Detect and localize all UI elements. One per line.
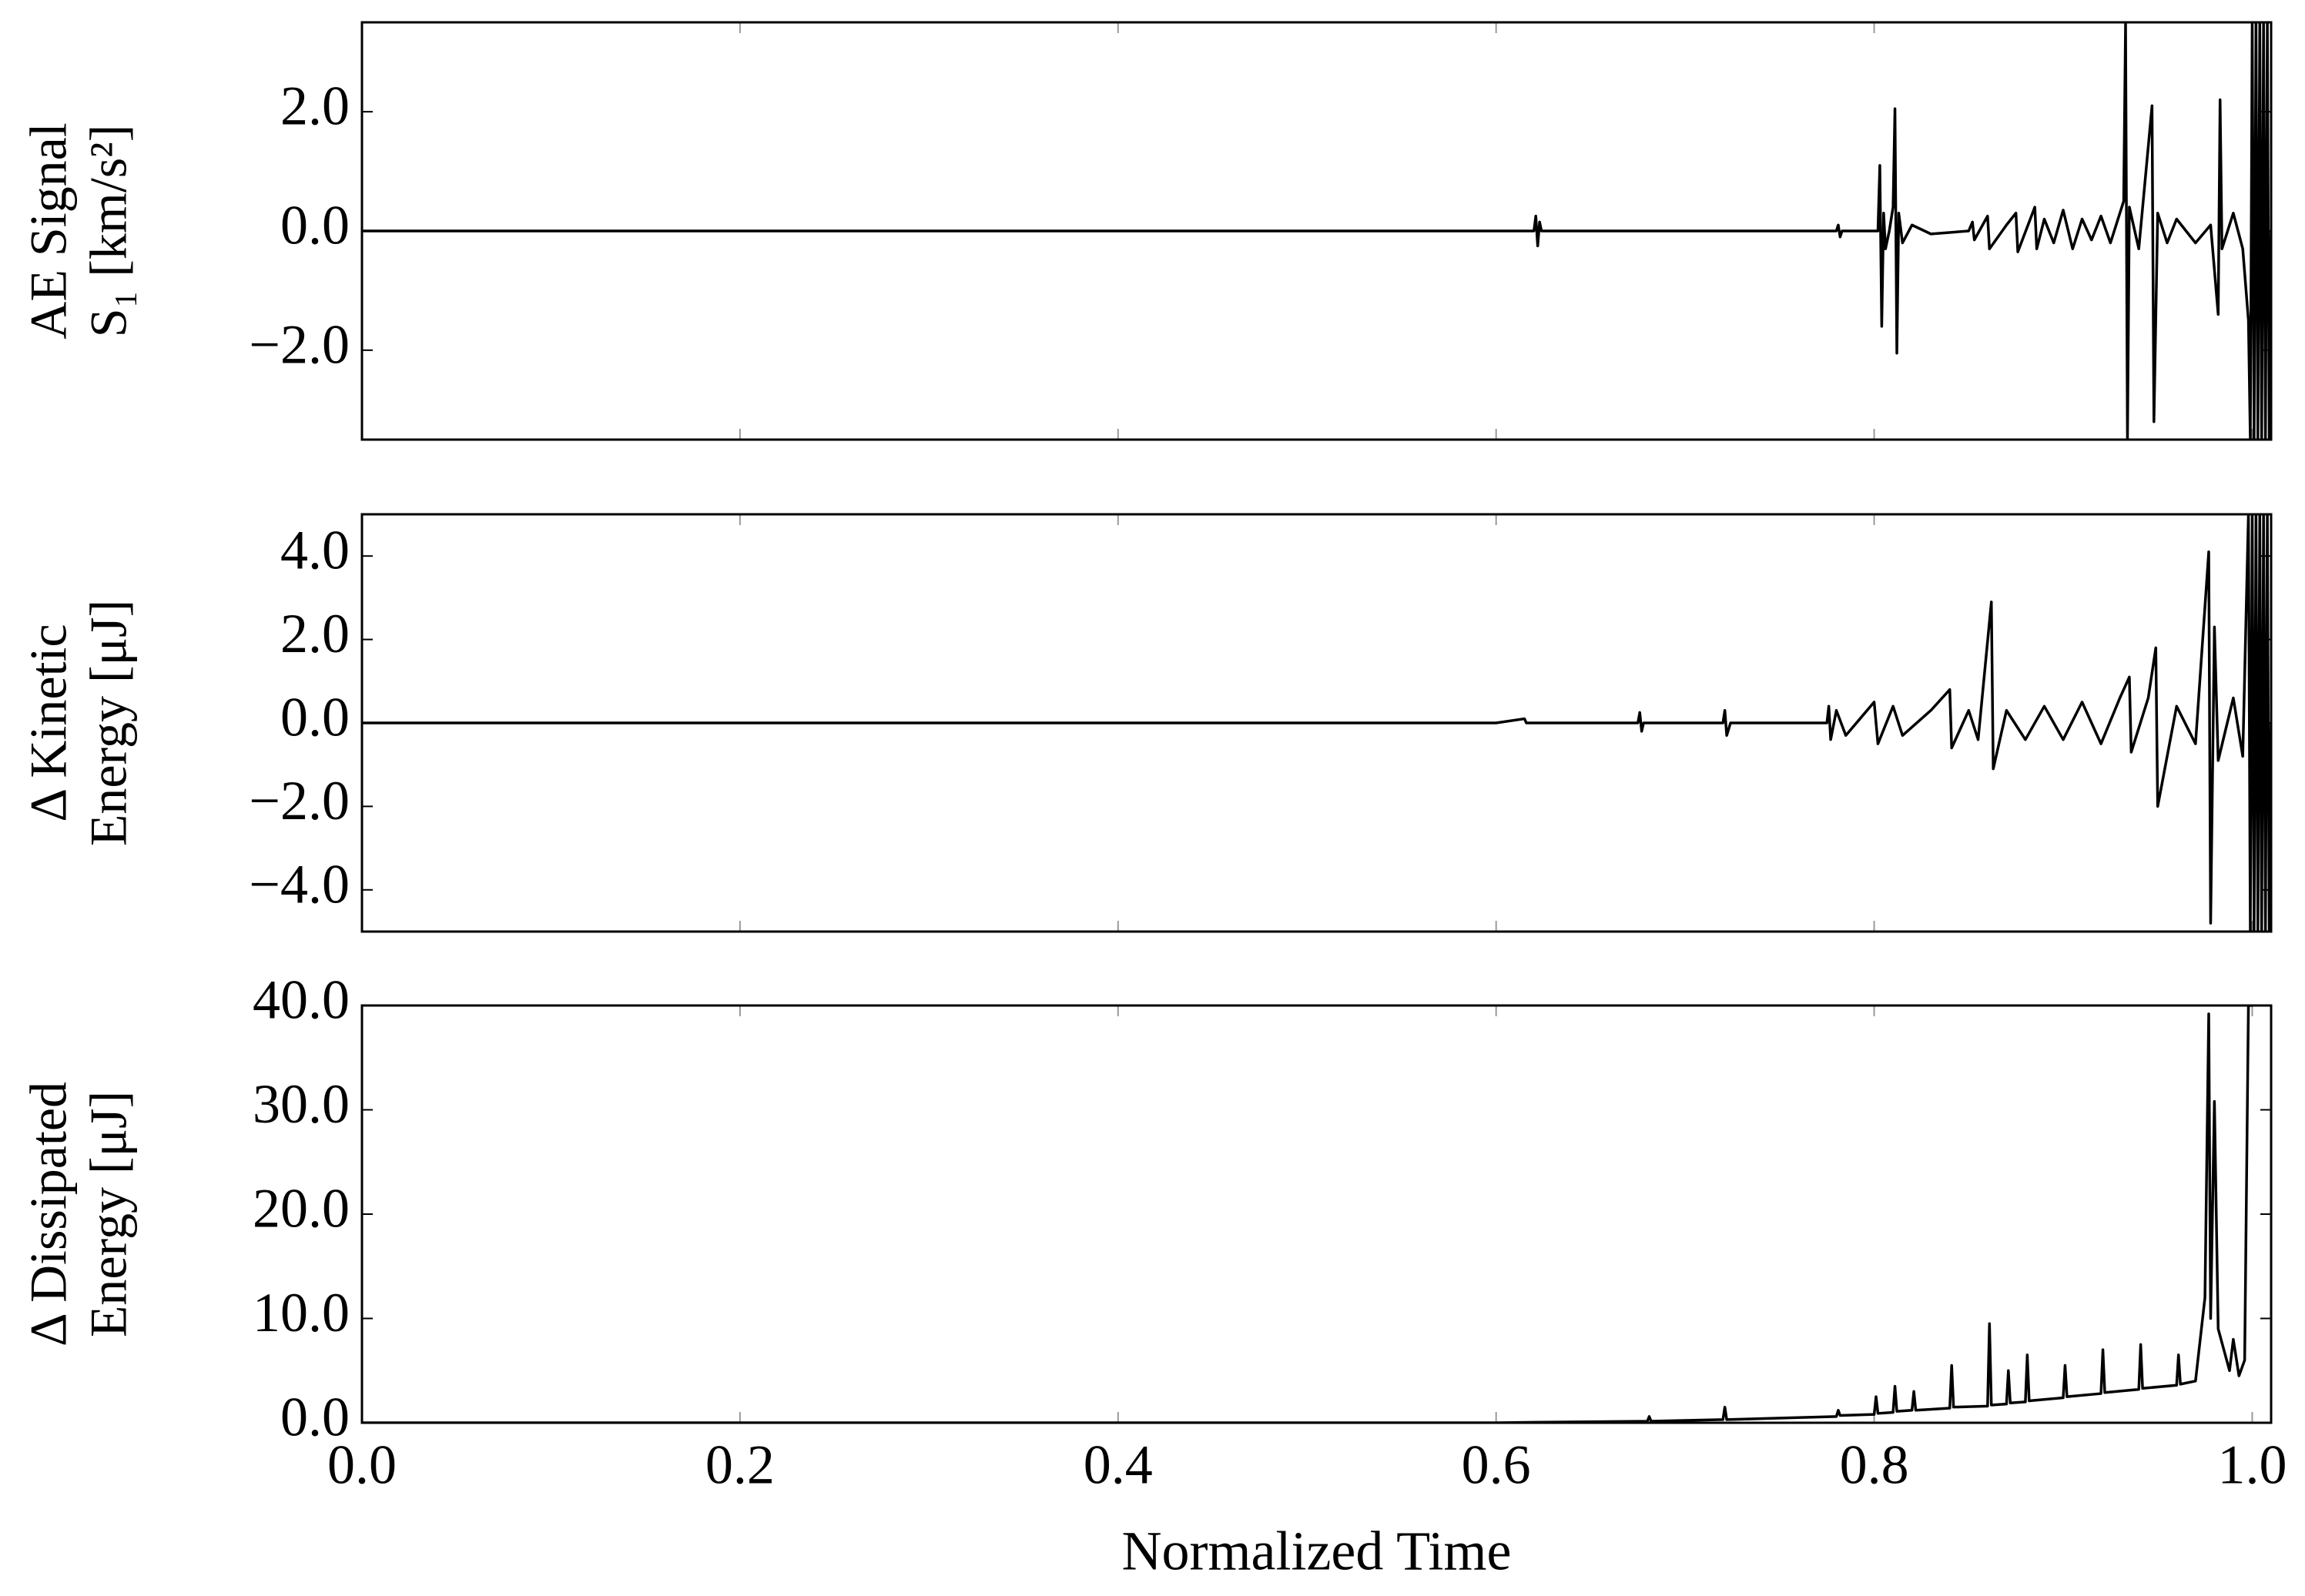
x-tick-label: 0.0 [327, 1434, 397, 1496]
x-tick-label: 0.2 [705, 1434, 775, 1496]
y-axis-label: S₁ [km/s²] [79, 125, 138, 337]
y-tick-label: 0.0 [280, 687, 350, 748]
data-line [362, 1005, 2253, 1423]
y-tick-label: 2.0 [280, 75, 350, 137]
x-tick-label: 1.0 [2217, 1434, 2287, 1496]
y-tick-label: −4.0 [249, 853, 350, 915]
data-line [362, 514, 2271, 932]
y-tick-label: 10.0 [253, 1282, 350, 1343]
plot-frame [360, 1004, 2273, 1424]
y-tick-label: 30.0 [253, 1073, 350, 1135]
x-axis-label: Normalized Time [1122, 1521, 1512, 1582]
y-axis-label: AE Signal [19, 122, 78, 339]
y-tick-label: 20.0 [253, 1178, 350, 1240]
y-tick-label: 0.0 [280, 1387, 350, 1448]
y-tick-label: −2.0 [249, 313, 350, 375]
y-tick-label: 2.0 [280, 603, 350, 664]
plot-frame [360, 513, 2273, 933]
x-tick-label: 0.6 [1462, 1434, 1531, 1496]
y-tick-label: 4.0 [280, 520, 350, 581]
plot-frame [360, 21, 2273, 441]
x-tick-label: 0.8 [1840, 1434, 1909, 1496]
y-tick-label: −2.0 [249, 770, 350, 831]
y-tick-label: 0.0 [280, 195, 350, 256]
y-axis-label: Δ Kinetic [19, 624, 78, 821]
data-line [362, 22, 2271, 440]
y-axis-label: Δ Dissipated [19, 1082, 78, 1347]
y-axis-label: Energy [μJ] [79, 600, 138, 846]
y-tick-label: 40.0 [253, 969, 350, 1031]
x-tick-label: 0.4 [1084, 1434, 1153, 1496]
y-axis-label: Energy [μJ] [79, 1091, 138, 1337]
